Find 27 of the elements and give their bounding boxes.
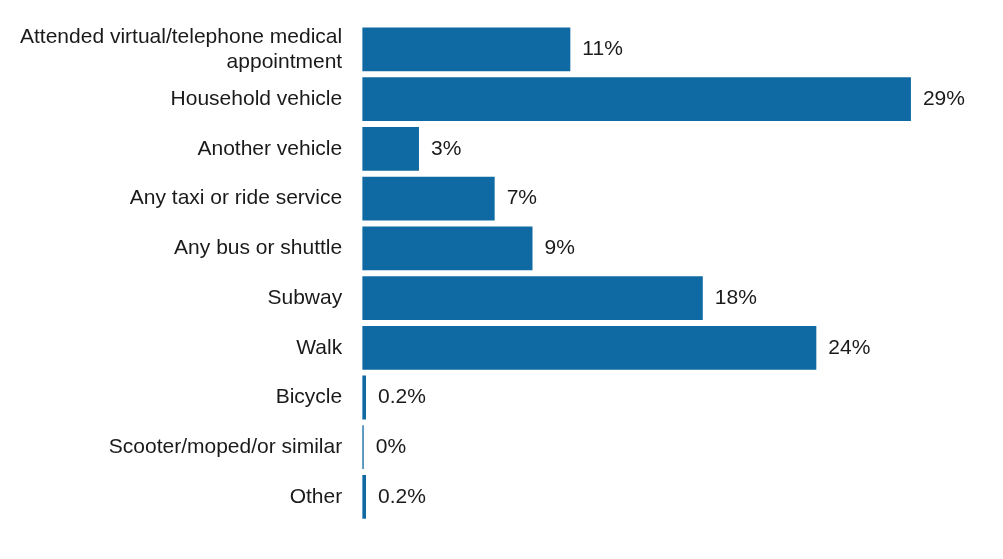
data-label: 3%	[430, 135, 462, 159]
y-tick-label: Household vehicle	[170, 85, 343, 109]
data-label: 7%	[506, 185, 538, 209]
y-tick-label: Walk	[296, 334, 343, 358]
bar	[362, 226, 533, 271]
y-tick-label: Subway	[267, 284, 343, 308]
data-label: 18%	[714, 284, 757, 308]
data-label: 9%	[544, 235, 575, 259]
data-label: 24%	[828, 334, 871, 358]
y-tick-label: Bicycle	[275, 384, 343, 408]
bar	[362, 127, 419, 171]
y-tick-label: Another vehicle	[197, 135, 343, 159]
data-label: 0.2%	[377, 384, 426, 408]
data-label: 0.2%	[377, 483, 426, 507]
y-tick-label: Other	[289, 483, 343, 507]
bar	[362, 27, 571, 72]
y-tick-label: Attended virtual/telephone medical appointment	[19, 23, 343, 72]
y-tick-label: Any bus or shuttle	[174, 235, 343, 259]
bar	[362, 325, 817, 370]
data-label: 0%	[375, 434, 407, 458]
bar	[362, 276, 703, 320]
bar	[362, 176, 495, 221]
data-label: 29%	[922, 85, 965, 109]
y-tick-label: Any taxi or ride service	[129, 185, 343, 209]
bar	[362, 77, 911, 122]
data-label: 11%	[582, 36, 623, 60]
y-tick-label: Scooter/moped/or similar	[108, 434, 343, 458]
